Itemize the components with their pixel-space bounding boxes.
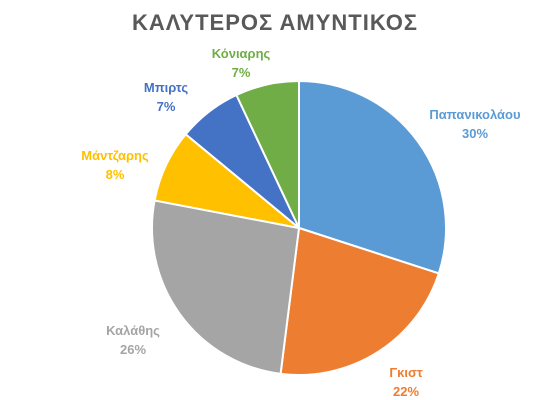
slice-label-name-2: Γκιστ [389, 365, 423, 380]
slice-label-percent-4: 8% [106, 167, 125, 182]
slice-label-name-6: Κόνιαρης [212, 46, 271, 61]
slice-label-percent-6: 7% [232, 65, 251, 80]
slice-label-percent-2: 22% [393, 384, 419, 399]
slice-label-percent-5: 7% [157, 99, 176, 114]
slice-label-name-1: Παπανικολάου [429, 107, 521, 122]
slice-label-name-3: Καλάθης [106, 323, 160, 338]
pie-slice-3 [151, 199, 301, 375]
pie-slice-1 [298, 79, 447, 275]
slice-label-percent-1: 30% [462, 126, 488, 141]
pie-slice-2 [279, 226, 441, 376]
slice-label-percent-3: 26% [120, 342, 146, 357]
pie-slice-6 [235, 79, 300, 229]
slice-label-name-4: Μάντζαρης [81, 148, 149, 163]
slice-label-name-5: Μπιρτς [144, 80, 189, 95]
chart-title: ΚΑΛΥΤΕΡΟΣ ΑΜΥΝΤΙΚΟΣ [131, 10, 419, 35]
